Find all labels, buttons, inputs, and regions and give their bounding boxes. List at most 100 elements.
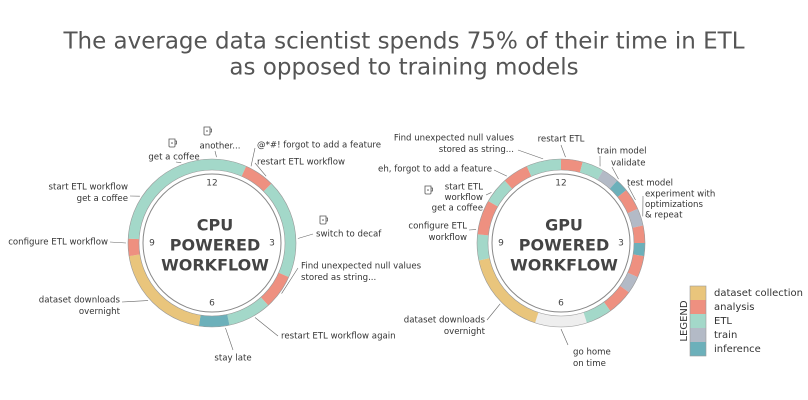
leader-line — [485, 192, 492, 196]
leader-line — [121, 300, 149, 303]
legend-swatch — [690, 314, 706, 328]
annotation: get a coffee — [432, 204, 483, 214]
ring-segment — [579, 161, 603, 180]
annotation: on time — [573, 359, 606, 369]
annotation: @*#! forgot to add a feature — [257, 141, 381, 151]
coffee-dot — [206, 130, 208, 132]
hour-label: 6 — [209, 299, 215, 309]
ring-segment — [583, 302, 611, 323]
coffee-cup-icon — [424, 185, 433, 195]
annotation: configure ETL — [408, 222, 467, 232]
ring-segment — [227, 297, 269, 326]
annotation: & repeat — [645, 211, 683, 221]
center-label: WORKFLOW — [161, 256, 269, 275]
ring-segment — [526, 159, 561, 177]
annotation: experiment with — [645, 190, 715, 200]
ring-segment — [260, 272, 289, 306]
ring-segment — [198, 314, 230, 327]
legend-title: LEGEND — [679, 300, 690, 341]
ring-outline — [476, 158, 646, 328]
annotation: eh, forgot to add a feature — [378, 165, 492, 175]
annotation: start ETL — [445, 183, 483, 193]
coffee-cup-icon — [319, 215, 328, 225]
center-label: GPU — [545, 216, 583, 235]
legend-swatch — [690, 342, 706, 356]
ring-segment — [632, 225, 645, 243]
hour-label: 12 — [206, 179, 217, 189]
title-line: The average data scientist spends 75% of… — [62, 29, 744, 55]
ring-segment — [609, 180, 627, 198]
ring-segment — [627, 208, 644, 228]
leader-line — [109, 241, 127, 244]
hour-label: 9 — [498, 239, 504, 249]
center-label: WORKFLOW — [510, 256, 618, 275]
center-label: POWERED — [170, 236, 260, 255]
annotation: workflow — [429, 233, 468, 243]
annotation: stay late — [214, 354, 251, 364]
ring-segment — [241, 166, 272, 192]
ring-segment — [129, 254, 201, 326]
annotation: overnight — [444, 327, 486, 337]
annotation: Find unexpected null values — [301, 262, 422, 272]
hour-label: 3 — [269, 239, 275, 249]
legend-label: ETL — [714, 316, 732, 327]
ring-segment — [488, 180, 513, 207]
leader-line — [627, 185, 636, 201]
legend-bar-outline — [689, 285, 707, 357]
annotation: workflow — [445, 193, 484, 203]
annotation: dataset downloads — [39, 296, 121, 306]
leader-line — [250, 147, 256, 167]
leader-line — [225, 327, 234, 351]
annotation: validate — [611, 159, 646, 169]
leader-line — [611, 166, 619, 180]
annotation: overnight — [79, 307, 121, 317]
ring-segment — [263, 183, 296, 278]
ring-segment — [561, 159, 583, 173]
legend-swatch — [690, 286, 706, 300]
ring-segment — [477, 201, 498, 236]
ring-segment — [478, 258, 539, 323]
annotation: get a coffee — [148, 153, 199, 163]
annotation: test model — [627, 179, 673, 189]
ring-segment — [127, 238, 140, 257]
title-line: as opposed to training models — [229, 55, 578, 81]
coffee-cup-icon — [203, 126, 212, 136]
ring-segment — [128, 159, 212, 240]
annotation: get a coffee — [77, 194, 128, 204]
leader-line — [486, 303, 501, 321]
ring-outline — [138, 169, 286, 317]
legend-label: dataset collection — [714, 288, 803, 299]
hour-label: 12 — [555, 179, 566, 189]
annotation: Find unexpected null values — [394, 134, 515, 144]
clock-face — [142, 173, 282, 313]
leader-line — [517, 149, 544, 160]
coffee-dot — [171, 142, 173, 144]
coffee-dot — [427, 189, 429, 191]
ring-segment — [477, 234, 490, 261]
annotation: restart ETL — [538, 135, 585, 145]
clock-face — [491, 173, 631, 313]
hour-label: 3 — [618, 239, 624, 249]
annotation: restart ETL workflow — [257, 158, 345, 168]
legend-label: inference — [714, 344, 761, 355]
leader-line — [560, 328, 569, 346]
hour-label: 6 — [558, 299, 564, 309]
annotation: optimizations — [645, 200, 703, 210]
annotation: train model — [597, 147, 647, 157]
annotation: restart ETL workflow again — [281, 332, 396, 342]
leader-line — [254, 317, 279, 337]
ring-segment — [504, 166, 532, 189]
leader-line — [493, 169, 508, 177]
leader-line — [254, 162, 267, 177]
leader-line — [297, 233, 314, 239]
center-label: CPU — [197, 216, 233, 235]
leader-line — [175, 161, 182, 164]
ring-segment — [603, 285, 629, 311]
legend-swatch — [690, 300, 706, 314]
annotation: start ETL workflow — [49, 183, 128, 193]
ring-outline — [487, 169, 635, 317]
leader-line — [214, 150, 217, 158]
annotation: stored as string... — [439, 145, 514, 155]
ring-segment — [212, 159, 247, 177]
